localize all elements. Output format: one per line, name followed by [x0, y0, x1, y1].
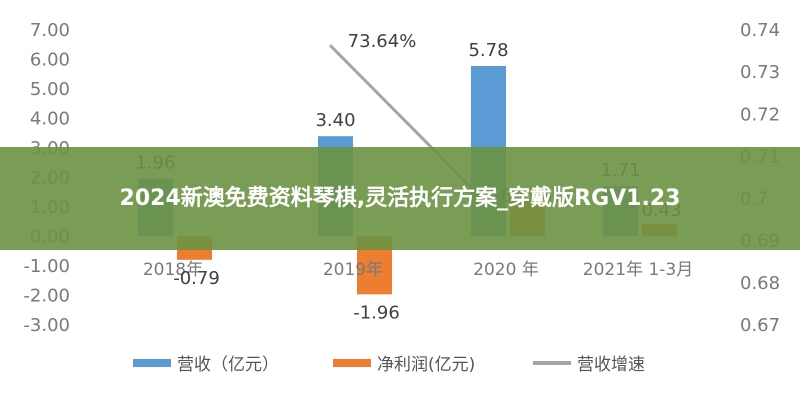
category-label: 2021年 1-3月 — [583, 260, 693, 280]
left-tick-label: 6.00 — [30, 50, 70, 71]
growth-data-label: 73.64% — [348, 31, 417, 52]
legend-swatch — [333, 359, 371, 367]
left-tick-label: 5.00 — [30, 79, 70, 100]
legend-label: 净利润(亿元) — [377, 355, 475, 375]
right-tick-label: 0.73 — [740, 62, 780, 83]
left-tick-label: -2.00 — [23, 286, 70, 307]
category-labels: 2018年 2019年 2020 年 2021年 1-3月 — [143, 260, 693, 280]
left-tick-label: 4.00 — [30, 109, 70, 130]
legend-swatch — [133, 359, 171, 367]
left-tick-label: -3.00 — [23, 315, 70, 336]
right-tick-label: 0.68 — [740, 273, 780, 294]
right-tick-label: 0.72 — [740, 104, 780, 125]
revenue-data-label: 5.78 — [468, 40, 508, 61]
right-tick-label: 0.74 — [740, 20, 780, 41]
legend-label: 营收（亿元） — [177, 355, 279, 375]
banner-title: 2024新澳免费资料琴棋,灵活执行方案_穿戴版RGV1.23 — [119, 185, 681, 211]
category-label: 2018年 — [143, 260, 203, 280]
revenue-data-label: 3.40 — [315, 110, 355, 131]
profit-data-label: -1.96 — [353, 302, 400, 323]
category-label: 2020 年 — [473, 260, 539, 280]
left-tick-label: -1.00 — [23, 256, 70, 277]
right-tick-label: 0.67 — [740, 315, 780, 336]
legend-label: 营收增速 — [577, 355, 645, 375]
category-label: 2019年 — [323, 260, 383, 280]
title-banner: 2024新澳免费资料琴棋,灵活执行方案_穿戴版RGV1.23 — [0, 147, 800, 250]
left-tick-label: 7.00 — [30, 20, 70, 41]
chart-legend: 营收（亿元） 净利润(亿元) 营收增速 — [133, 355, 645, 375]
profit-data-label: -0.79 — [173, 268, 220, 289]
